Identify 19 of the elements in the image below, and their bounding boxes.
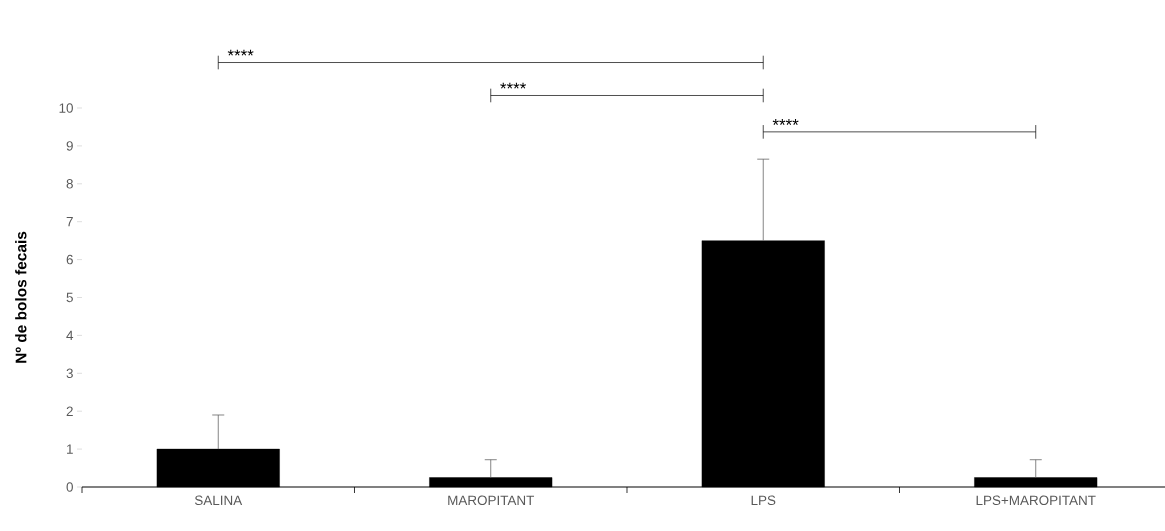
x-tick-label: LPS+MAROPITANT bbox=[976, 495, 1096, 506]
y-tick-label: 6 bbox=[66, 254, 73, 265]
y-tick-label: 4 bbox=[66, 330, 74, 341]
x-tick-label: SALINA bbox=[194, 495, 243, 506]
y-tick-label: 5 bbox=[66, 292, 73, 303]
annotation: **** bbox=[772, 119, 799, 125]
y-tick-label: 7 bbox=[66, 217, 73, 227]
y-axis-title: Nº de bolos fecais bbox=[15, 231, 27, 363]
y-tick-label: 8 bbox=[66, 179, 73, 189]
x-tick-label: MAROPITANT bbox=[448, 495, 535, 506]
y-tick-label: 1 bbox=[67, 444, 73, 454]
y-tick-label: 3 bbox=[66, 368, 73, 379]
y-tick-label: 9 bbox=[66, 141, 73, 151]
y-tick-label: 2 bbox=[66, 406, 73, 416]
text: **** bbox=[227, 49, 254, 56]
x-tick-label: LPS bbox=[751, 495, 776, 506]
text: **** bbox=[500, 82, 527, 89]
y-tick-label: 0 bbox=[66, 482, 73, 492]
y-tick-label: 10 bbox=[59, 103, 73, 113]
